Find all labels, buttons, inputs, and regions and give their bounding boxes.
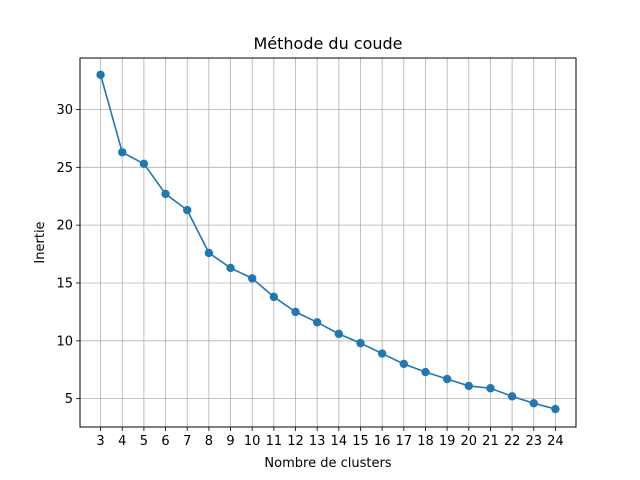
x-tick-label: 13 [309,434,326,449]
y-tick-label: 10 [56,334,73,349]
x-tick-label: 14 [331,434,348,449]
series-inertie [96,70,560,414]
chart-title: Méthode du coude [253,34,402,53]
x-tick-label: 5 [140,434,148,449]
x-tick-label: 20 [461,434,478,449]
data-point [421,367,430,377]
data-point [161,189,170,199]
x-tick-label: 4 [118,434,126,449]
y-tick-label: 30 [56,103,73,118]
data-point [486,384,495,393]
data-point [529,399,538,408]
x-tick-label: 24 [547,434,564,449]
data-point [226,263,235,273]
data-point [356,338,365,348]
y-tick-label: 5 [65,392,73,407]
x-tick-label: 18 [417,434,434,449]
x-tick-label: 10 [244,434,261,449]
x-tick-label: 19 [439,434,456,449]
grid [80,58,576,427]
data-point [312,318,322,327]
y-tick-label: 25 [56,161,73,176]
data-point [442,374,452,384]
data-point [291,307,300,317]
y-axis-label: Inertie [33,221,48,263]
data-point [377,349,387,358]
data-point [139,159,149,169]
data-point [183,205,192,215]
data-point [334,329,344,339]
y-tick-label: 15 [56,276,73,291]
y-tick-label: 20 [56,219,73,234]
plot-frame [79,57,577,428]
x-tick-label: 9 [226,434,234,449]
x-tick-label: 7 [183,434,191,449]
x-tick-label: 16 [374,434,391,449]
data-point [507,392,517,401]
data-point [464,381,473,391]
x-tick-label: 17 [396,434,413,449]
data-point [247,274,257,283]
x-tick-label: 3 [96,434,104,449]
data-point [118,148,127,157]
x-axis-label: Nombre de clusters [264,456,391,471]
data-point [269,292,279,302]
x-tick-label: 15 [352,434,369,449]
x-tick-label: 6 [161,434,169,449]
series-line [99,74,556,410]
x-tick-label: 11 [266,434,283,449]
data-point [551,404,560,414]
x-tick-label: 12 [287,434,304,449]
x-axis-ticks: 3 4 5 6 7 8 9 10 11 12 13 14 15 16 17 18 19 20 21 22 23 24 [96,427,564,449]
x-tick-label: 21 [482,434,499,449]
y-axis-ticks: 5 10 15 20 25 30 [56,103,80,407]
data-point [204,248,214,258]
data-point [399,359,409,369]
x-tick-label: 23 [525,434,542,449]
data-point [96,70,105,79]
x-tick-label: 8 [205,434,213,449]
x-tick-label: 22 [504,434,521,449]
